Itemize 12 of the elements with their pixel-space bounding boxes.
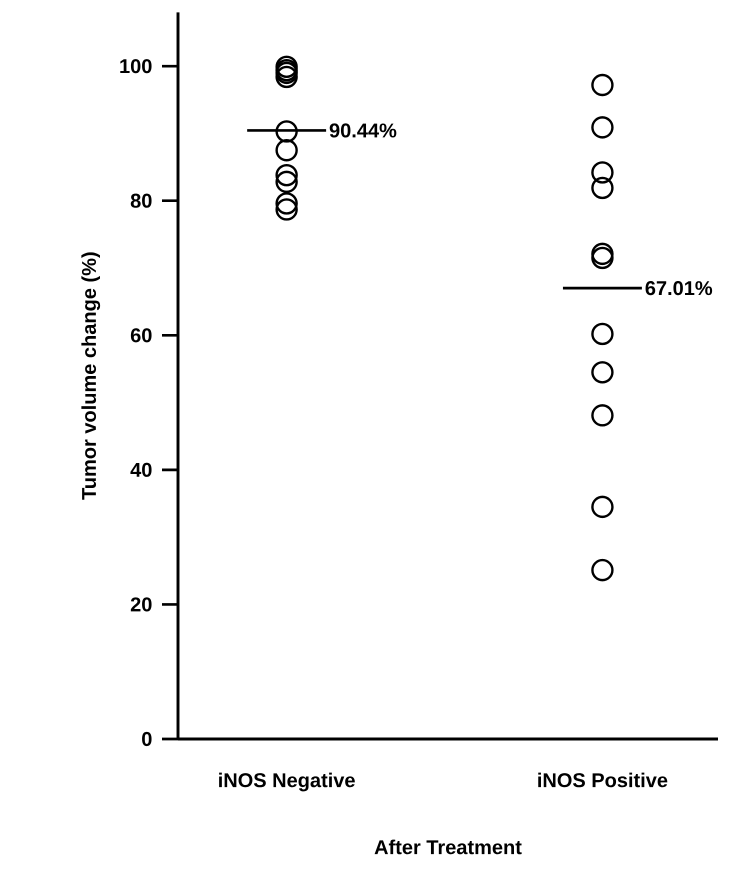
ref-line-label: 90.44% bbox=[330, 123, 396, 138]
y-tick-label: 0 bbox=[142, 732, 152, 746]
x-tick-label: iNOS Negative bbox=[219, 772, 355, 792]
y-tick-label: 20 bbox=[130, 597, 152, 612]
y-tick-label: 100 bbox=[120, 59, 152, 74]
y-axis-title: Tumor volume change (%) bbox=[81, 252, 100, 500]
y-tick-label: 40 bbox=[130, 462, 152, 477]
y-tick-label: 80 bbox=[130, 194, 152, 208]
x-axis-title: After Treatment bbox=[374, 840, 522, 854]
y-tick-label: 60 bbox=[130, 328, 152, 342]
ref-line-label: 67.01% bbox=[646, 281, 712, 296]
x-tick-label: iNOS Positive bbox=[538, 772, 668, 788]
